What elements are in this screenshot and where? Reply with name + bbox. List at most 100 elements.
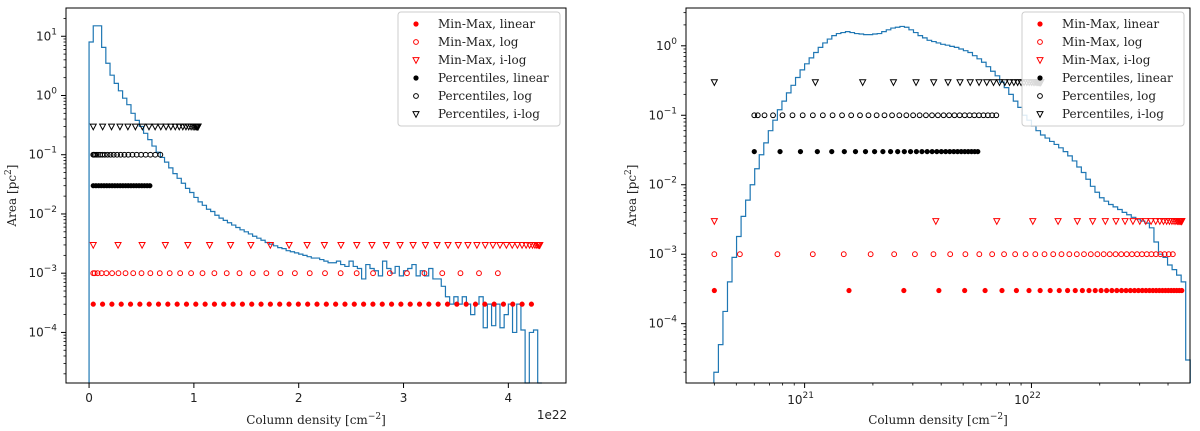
y-tick-exponent: −1 [664, 106, 677, 116]
scatter-point [774, 251, 781, 258]
scatter-point [107, 151, 114, 158]
scatter-point [94, 270, 101, 277]
scatter-series-minmax-linear [90, 301, 535, 307]
y-tick-base: 10 [36, 88, 51, 102]
scatter-point [1127, 287, 1133, 294]
y-axis-label-text: Area [pc [5, 175, 19, 228]
scatter-point [472, 301, 479, 307]
scatter-point [421, 242, 430, 250]
scatter-series-percentiles-ilog [710, 79, 1045, 87]
scatter-point [929, 112, 935, 119]
scatter-series-minmax-ilog [710, 218, 1186, 226]
scatter-series-percentiles-linear [90, 183, 153, 189]
scatter-point [131, 123, 140, 131]
y-tick-exponent: −3 [664, 245, 677, 255]
scatter-point [142, 151, 149, 158]
scatter-point [382, 242, 391, 250]
scatter-point [286, 301, 292, 307]
scatter-point [303, 242, 311, 250]
axes-frame [685, 7, 1191, 384]
x-tick-base: 10 [1014, 393, 1029, 407]
scatter-point [161, 242, 170, 250]
x-axis-label-end: ] [1003, 413, 1008, 427]
scatter-point [138, 123, 147, 131]
scatter-point [101, 151, 108, 158]
y-tick-base: 10 [28, 207, 43, 221]
scatter-point [263, 270, 270, 277]
scatter-point [314, 301, 320, 307]
scatter-point [1022, 251, 1029, 258]
legend-marker [412, 111, 420, 119]
scatter-point [258, 301, 264, 307]
scatter-point [901, 148, 907, 155]
scatter-point [199, 270, 206, 277]
y-tick-base: 10 [648, 178, 663, 192]
y-tick-label: 101 [36, 27, 57, 43]
scatter-point [98, 123, 107, 131]
scatter-point [962, 251, 969, 258]
scatter-point [110, 151, 117, 158]
scatter-point [118, 301, 124, 307]
scatter-point [814, 148, 820, 155]
scatter-point [891, 251, 898, 258]
legend-label: Min-Max, linear [438, 17, 535, 31]
x-offset-text: 1e22 [537, 408, 567, 422]
scatter-point [1151, 218, 1160, 226]
scatter-point [1098, 287, 1104, 294]
scatter-point [439, 270, 446, 277]
scatter-point [320, 242, 329, 250]
scatter-point [1141, 218, 1150, 226]
scatter-point [174, 301, 180, 307]
legend: Min-Max, linear Min-Max, log Min-Max, i-lo… [397, 11, 561, 127]
y-tick-base: 10 [28, 148, 43, 162]
scatter-point [919, 148, 925, 155]
scatter-point [1028, 218, 1037, 226]
scatter-series-minmax-log [90, 270, 501, 277]
scatter-point [147, 183, 153, 189]
scatter-point [984, 112, 991, 119]
legend-marker [1036, 111, 1044, 119]
y-tick-label: 10−4 [28, 323, 57, 339]
scatter-point [846, 287, 852, 294]
scatter-point [202, 301, 208, 307]
scatter-point [491, 301, 497, 307]
scatter-point [519, 301, 525, 307]
scatter-point [931, 218, 940, 226]
scatter-point [351, 301, 357, 307]
scatter-point [1073, 251, 1080, 258]
scatter-point [476, 270, 482, 277]
scatter-point [841, 148, 847, 155]
scatter-point [277, 301, 283, 307]
scatter-point [1001, 79, 1009, 87]
scatter-point [1056, 287, 1062, 294]
scatter-point [337, 270, 344, 277]
scatter-point [1139, 251, 1145, 258]
scatter-point [989, 79, 998, 87]
legend-marker [413, 75, 419, 81]
scatter-point [867, 251, 874, 258]
scatter-point [1112, 251, 1119, 258]
x-tick-label: 4 [505, 391, 513, 405]
x-axis-ticks: 0 1 2 3 4 1e22 [85, 383, 567, 422]
y-tick-exponent: 0 [51, 86, 57, 96]
scatter-point [249, 270, 256, 277]
scatter-point [1135, 218, 1144, 226]
scatter-point [711, 251, 718, 258]
scatter-point [1010, 79, 1018, 87]
scatter-point [226, 242, 235, 250]
scatter-point [147, 270, 154, 277]
scatter-point [962, 287, 968, 294]
scatter-point [858, 79, 867, 87]
scatter-point [194, 123, 202, 131]
scatter-point [266, 242, 275, 250]
scatter-point [285, 242, 293, 250]
scatter-point [464, 242, 472, 250]
scatter-point [711, 287, 717, 294]
scatter-point [1086, 287, 1092, 294]
scatter-point [946, 112, 953, 119]
scatter-point [916, 112, 923, 119]
scatter-point [117, 151, 124, 158]
x-axis-label-text: Column density [cm [868, 413, 990, 427]
